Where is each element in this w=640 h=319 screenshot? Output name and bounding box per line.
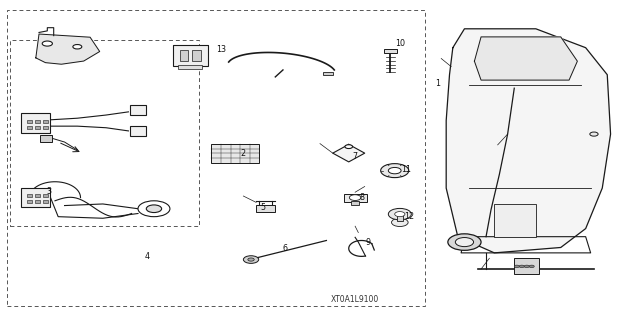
Bar: [131, 105, 146, 115]
Circle shape: [395, 211, 405, 217]
Bar: [173, 45, 208, 66]
Polygon shape: [446, 29, 611, 253]
Circle shape: [455, 238, 474, 247]
Bar: [179, 50, 188, 61]
Circle shape: [147, 205, 162, 212]
Circle shape: [73, 45, 82, 49]
Text: XT0A1L9100: XT0A1L9100: [331, 295, 380, 304]
Bar: [384, 49, 397, 53]
Bar: [192, 50, 200, 61]
Bar: [344, 194, 367, 202]
Bar: [22, 189, 50, 207]
Circle shape: [519, 265, 524, 268]
Circle shape: [590, 132, 598, 136]
Bar: [10, 41, 198, 226]
Circle shape: [42, 41, 52, 46]
Bar: [515, 258, 539, 274]
Circle shape: [345, 145, 353, 149]
Bar: [35, 194, 40, 197]
Circle shape: [448, 234, 481, 250]
Circle shape: [529, 265, 534, 268]
Circle shape: [514, 265, 519, 268]
Polygon shape: [36, 34, 100, 64]
Bar: [43, 125, 48, 129]
Bar: [26, 120, 31, 123]
Circle shape: [349, 195, 361, 200]
Text: 13: 13: [216, 45, 226, 55]
Bar: [323, 71, 333, 75]
Circle shape: [392, 218, 408, 226]
Bar: [494, 204, 536, 237]
Bar: [35, 120, 40, 123]
Bar: [40, 135, 52, 142]
Text: 9: 9: [365, 238, 371, 247]
Polygon shape: [474, 37, 577, 80]
Bar: [43, 120, 48, 123]
Text: 10: 10: [395, 39, 405, 48]
Bar: [26, 200, 31, 203]
Text: 3: 3: [46, 187, 51, 196]
Bar: [351, 201, 359, 205]
Text: 12: 12: [404, 212, 415, 221]
Circle shape: [138, 201, 170, 217]
Text: 6: 6: [282, 244, 287, 253]
Circle shape: [248, 258, 254, 261]
Text: 11: 11: [401, 165, 412, 174]
Bar: [35, 125, 40, 129]
Text: 1: 1: [436, 79, 441, 88]
Text: 5: 5: [260, 203, 265, 211]
Text: 2: 2: [241, 149, 246, 158]
Circle shape: [381, 164, 409, 178]
Text: 4: 4: [145, 252, 150, 261]
Bar: [43, 194, 48, 197]
Text: 8: 8: [359, 193, 364, 202]
Bar: [35, 200, 40, 203]
Bar: [211, 144, 259, 163]
Text: 7: 7: [353, 152, 358, 161]
Bar: [22, 114, 50, 132]
Circle shape: [388, 208, 412, 220]
Circle shape: [388, 167, 401, 174]
Bar: [131, 126, 146, 136]
Bar: [43, 200, 48, 203]
Bar: [178, 65, 202, 69]
Circle shape: [524, 265, 529, 268]
Bar: [26, 125, 31, 129]
Bar: [397, 213, 403, 221]
Circle shape: [243, 256, 259, 263]
Bar: [256, 205, 275, 212]
Bar: [26, 194, 31, 197]
Polygon shape: [333, 145, 365, 162]
Bar: [7, 10, 426, 306]
